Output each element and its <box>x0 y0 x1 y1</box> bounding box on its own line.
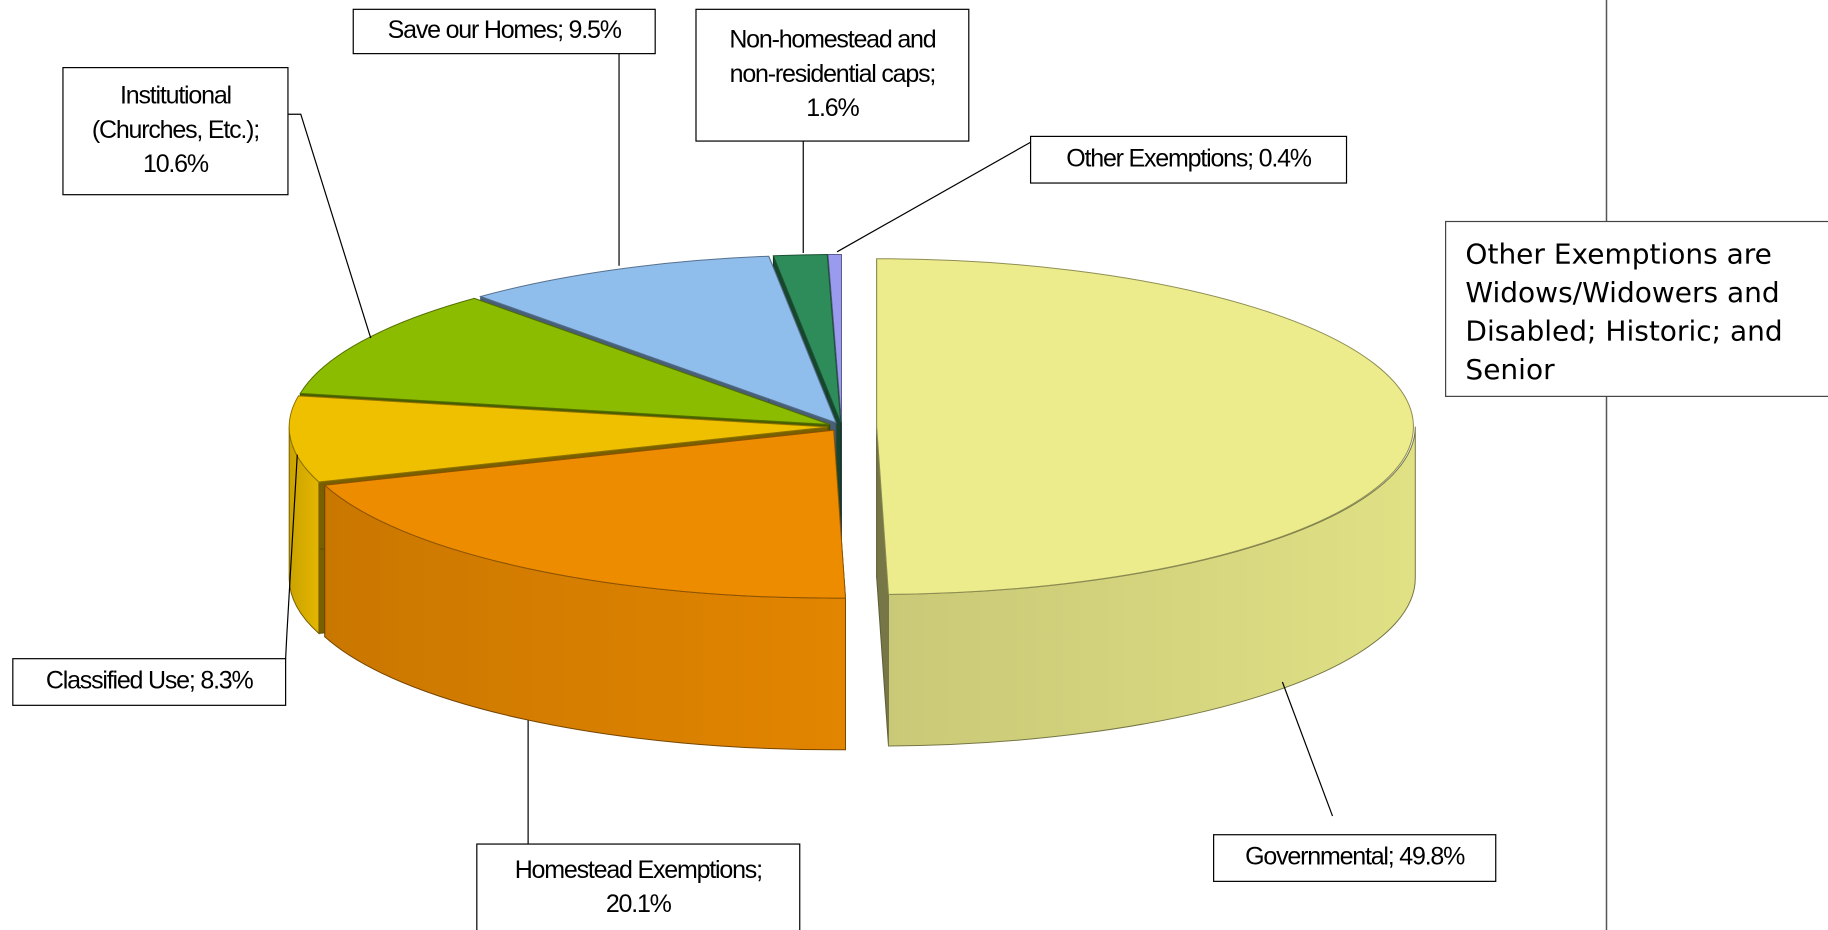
data-label: Save our Homes; 9.5% <box>388 16 622 44</box>
label-box <box>12 658 287 706</box>
note-text: Senior <box>1465 353 1555 386</box>
data-label: 10.6% <box>143 150 209 178</box>
slice <box>876 258 1414 595</box>
note-box <box>1445 220 1828 397</box>
note-text: Other Exemptions are <box>1465 237 1771 270</box>
data-label: (Churches, Etc.); <box>92 116 259 144</box>
note-text: Widows/Widowers and <box>1465 276 1779 309</box>
data-label: non-residential caps; <box>730 60 936 88</box>
data-label: Non-homestead and <box>729 25 935 53</box>
label-box <box>1213 834 1497 882</box>
slice <box>827 253 842 423</box>
label-box <box>695 8 970 142</box>
label-box <box>1029 135 1348 184</box>
leader-line <box>836 141 1031 253</box>
data-label: Homestead Exemptions; <box>515 856 762 884</box>
data-label: Governmental; 49.8% <box>1245 843 1465 871</box>
slice <box>772 253 842 423</box>
leader-line <box>287 113 372 339</box>
slice <box>323 429 847 599</box>
leader-line <box>1281 681 1334 817</box>
data-label: Classified Use; 8.3% <box>46 667 254 695</box>
data-label: 1.6% <box>806 94 859 122</box>
data-label: Institutional <box>120 81 231 109</box>
label-box <box>62 67 289 196</box>
leader-line <box>285 454 298 659</box>
note-text: Disabled; Historic; and <box>1465 314 1782 347</box>
label-box <box>352 8 656 55</box>
label-box <box>476 843 801 930</box>
slice <box>479 255 837 424</box>
slice-side <box>888 426 1416 747</box>
data-label: 20.1% <box>606 890 672 918</box>
slice <box>288 395 828 483</box>
data-label: Other Exemptions; 0.4% <box>1066 144 1312 172</box>
slice <box>299 297 830 425</box>
